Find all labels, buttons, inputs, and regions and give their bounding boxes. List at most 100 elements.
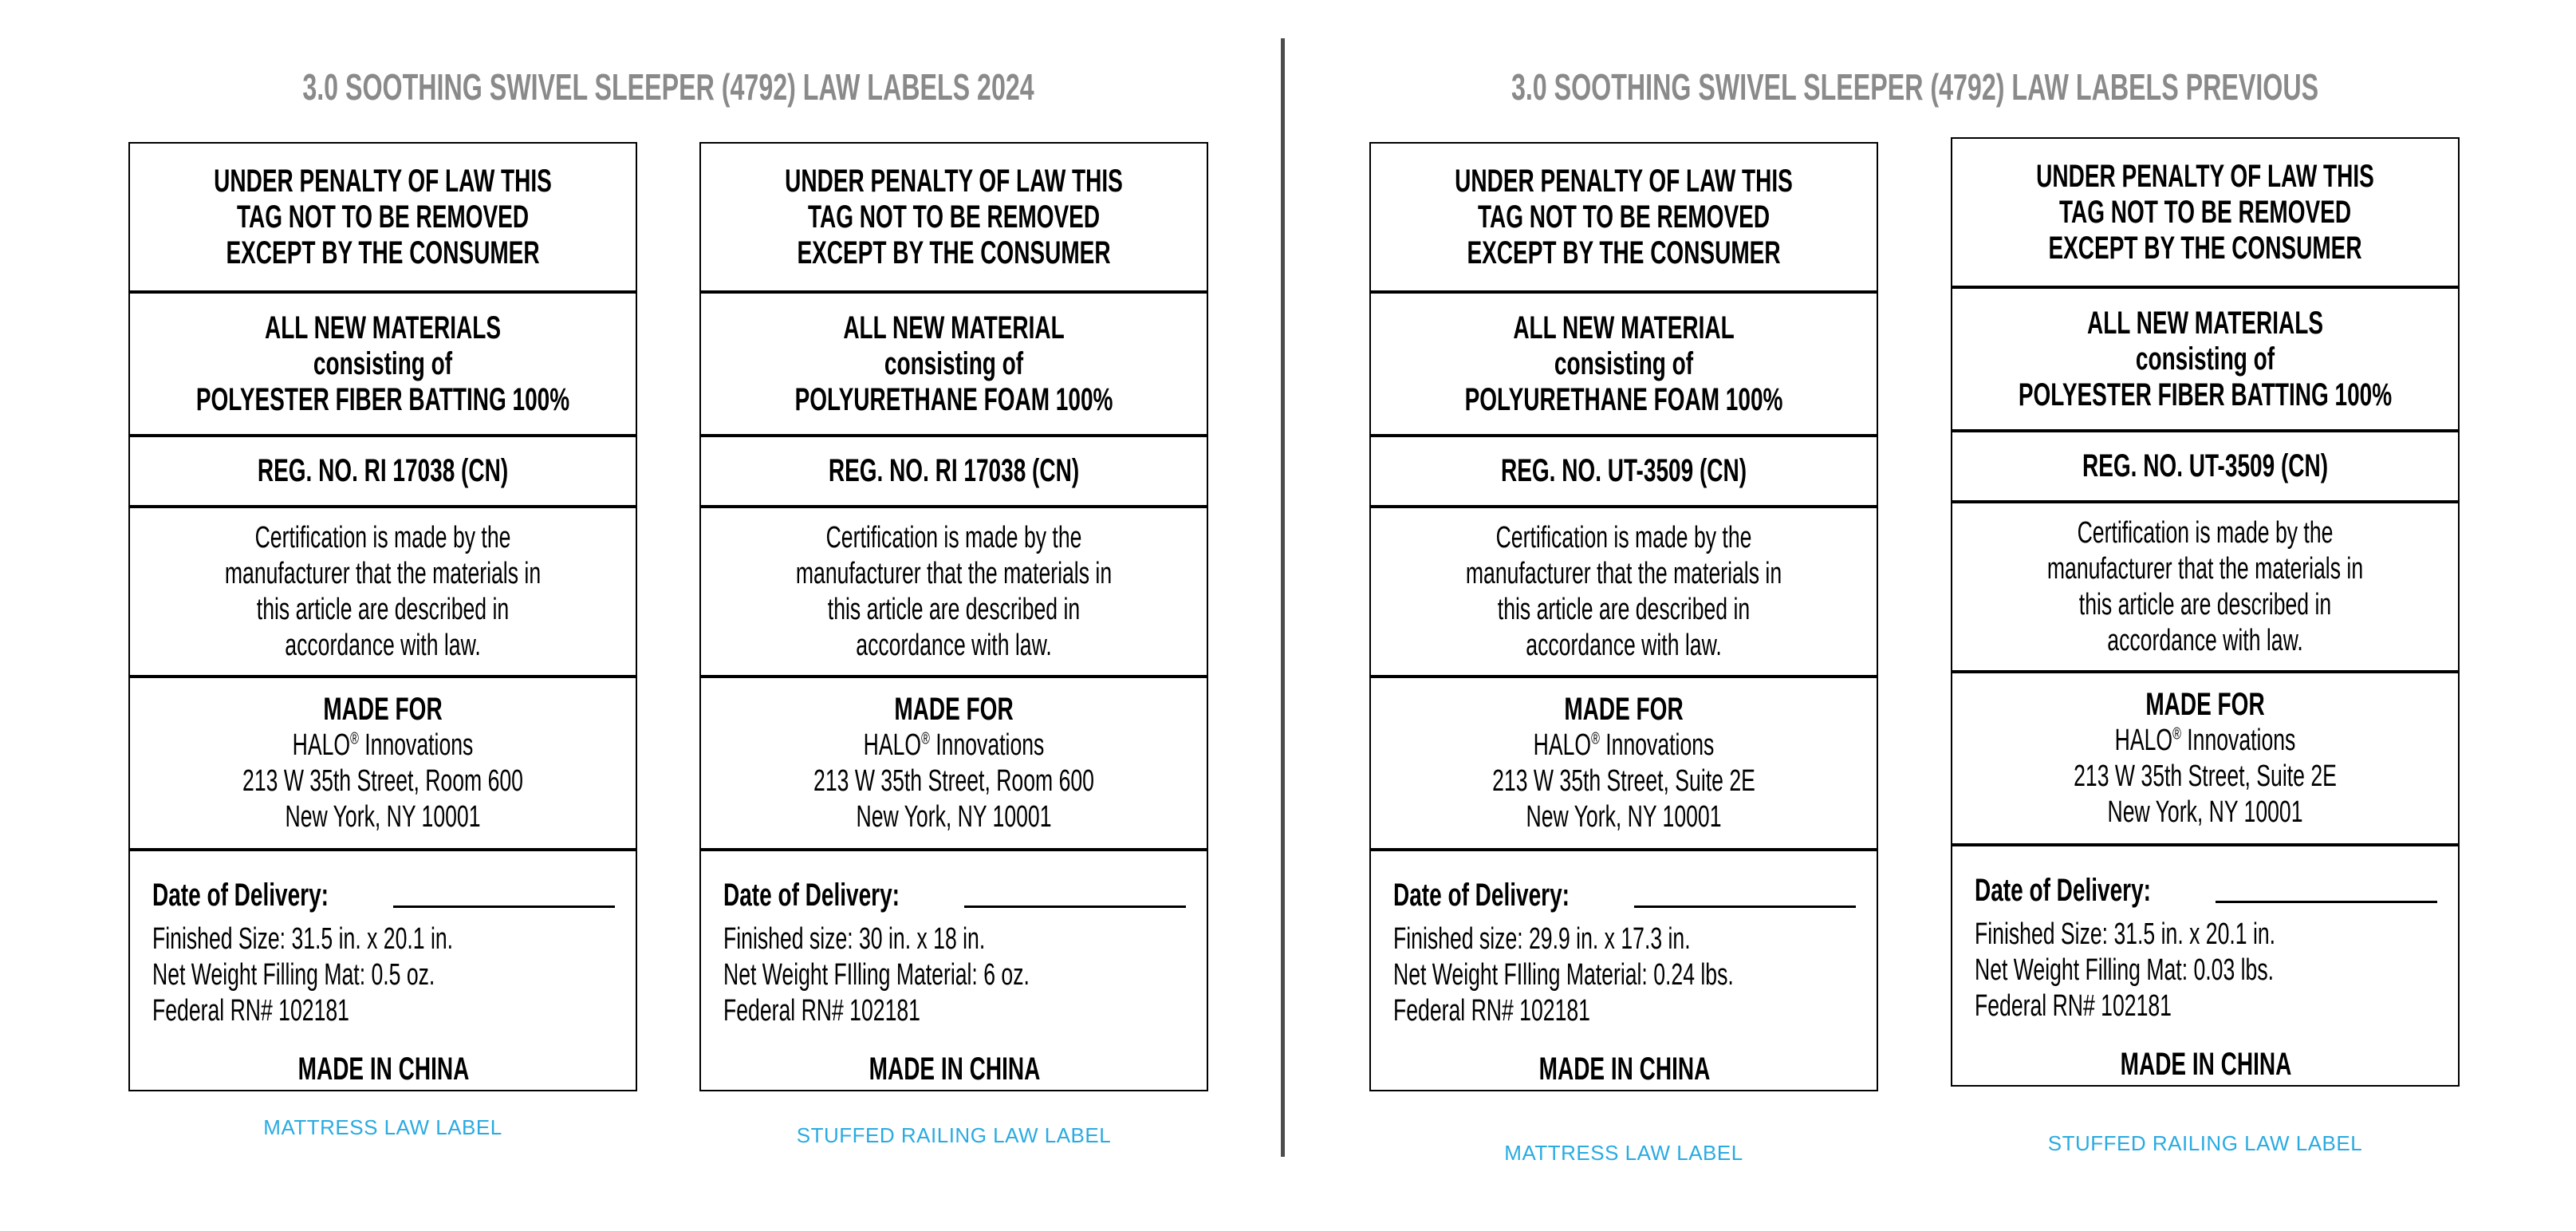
left-group-title-text: 3.0 SOOTHING SWIVEL SLEEPER (4792) LAW L… bbox=[302, 66, 1034, 108]
made-for-section: MADE FOR HALO® Innovations 213 W 35th St… bbox=[1371, 678, 1877, 851]
made-in-china: MADE IN CHINA bbox=[297, 1051, 470, 1087]
registered-trademark-icon: ® bbox=[2172, 724, 2181, 743]
certification-section: Certification is made by the manufacture… bbox=[1371, 508, 1877, 678]
reg-no-section: REG. NO. RI 17038 (CN) bbox=[130, 437, 636, 508]
certification-line: this article are described in bbox=[1497, 592, 1751, 626]
net-weight-line: Net Weight Filling Mat: 0.5 oz. bbox=[152, 958, 435, 992]
date-blank-line bbox=[1634, 905, 1856, 908]
reg-no: REG. NO. RI 17038 (CN) bbox=[828, 453, 1080, 488]
delivery-section: Date of Delivery: Finished size: 29.9 in… bbox=[1371, 851, 1877, 1090]
certification-line: manufacturer that the materials in bbox=[795, 556, 1113, 590]
origin-line: MADE IN CHINA bbox=[152, 1051, 615, 1087]
materials-section: ALL NEW MATERIALS consisting of POLYESTE… bbox=[130, 294, 636, 437]
materials-line: ALL NEW MATERIALS bbox=[264, 310, 502, 345]
registered-trademark-icon: ® bbox=[921, 728, 930, 748]
delivery-section: Date of Delivery: Finished Size: 31.5 in… bbox=[130, 851, 636, 1090]
certification-line: this article are described in bbox=[256, 592, 510, 626]
penalty-section: UNDER PENALTY OF LAW THIS TAG NOT TO BE … bbox=[1371, 144, 1877, 294]
certification-section: Certification is made by the manufacture… bbox=[1952, 503, 2458, 673]
origin-line: MADE IN CHINA bbox=[1393, 1051, 1856, 1087]
net-weight-line: Net Weight FIlling Material: 0.24 lbs. bbox=[1393, 958, 1734, 992]
date-of-delivery-row: Date of Delivery: bbox=[723, 875, 1186, 915]
certification-section: Certification is made by the manufacture… bbox=[130, 508, 636, 678]
label-2024-mattress: UNDER PENALTY OF LAW THIS TAG NOT TO BE … bbox=[128, 142, 637, 1091]
penalty-section: UNDER PENALTY OF LAW THIS TAG NOT TO BE … bbox=[1952, 139, 2458, 289]
brand-rest: Innovations bbox=[1599, 728, 1715, 762]
made-for-heading: MADE FOR bbox=[2145, 686, 2265, 722]
date-of-delivery-row: Date of Delivery: bbox=[1393, 875, 1856, 915]
materials-section: ALL NEW MATERIAL consisting of POLYURETH… bbox=[701, 294, 1207, 437]
made-for-heading: MADE FOR bbox=[1564, 691, 1684, 727]
made-for-section: MADE FOR HALO® Innovations 213 W 35th St… bbox=[1952, 673, 2458, 846]
penalty-line: EXCEPT BY THE CONSUMER bbox=[1467, 235, 1781, 270]
finished-size-line: Finished Size: 31.5 in. x 20.1 in. bbox=[1975, 917, 2276, 951]
brand-name: HALO bbox=[292, 728, 351, 762]
made-for-section: MADE FOR HALO® Innovations 213 W 35th St… bbox=[130, 678, 636, 851]
registered-trademark-icon: ® bbox=[1591, 728, 1600, 748]
brand-line: HALO® Innovations bbox=[293, 728, 474, 763]
federal-rn-line: Federal RN# 102181 bbox=[152, 994, 349, 1028]
caption-previous-stuffed-railing: STUFFED RAILING LAW LABEL bbox=[2047, 1131, 2363, 1155]
address-line-2: New York, NY 10001 bbox=[1526, 799, 1722, 834]
certification-line: this article are described in bbox=[827, 592, 1081, 626]
made-in-china: MADE IN CHINA bbox=[2120, 1047, 2292, 1082]
federal-rn-line: Federal RN# 102181 bbox=[723, 994, 920, 1028]
certification-line: accordance with law. bbox=[1526, 628, 1722, 662]
caption-2024-stuffed-railing: STUFFED RAILING LAW LABEL bbox=[796, 1123, 1112, 1147]
vertical-divider bbox=[1281, 38, 1285, 1157]
brand-line: HALO® Innovations bbox=[864, 728, 1045, 763]
brand-rest: Innovations bbox=[358, 728, 474, 762]
address-line-1: 213 W 35th Street, Room 600 bbox=[813, 763, 1094, 798]
materials-line: POLYESTER FIBER BATTING 100% bbox=[2018, 377, 2393, 412]
materials-section: ALL NEW MATERIALS consisting of POLYESTE… bbox=[1952, 289, 2458, 432]
penalty-line: EXCEPT BY THE CONSUMER bbox=[797, 235, 1111, 270]
materials-line: POLYURETHANE FOAM 100% bbox=[794, 381, 1113, 417]
finished-size-line: Finished size: 30 in. x 18 in. bbox=[723, 922, 986, 956]
federal-rn-line: Federal RN# 102181 bbox=[1393, 994, 1590, 1028]
materials-line: consisting of bbox=[313, 345, 453, 381]
materials-line: consisting of bbox=[1554, 345, 1694, 381]
certification-line: manufacturer that the materials in bbox=[2046, 551, 2364, 586]
date-blank-line bbox=[964, 905, 1186, 908]
right-group-title-text: 3.0 SOOTHING SWIVEL SLEEPER (4792) LAW L… bbox=[1511, 66, 2318, 108]
federal-rn-line: Federal RN# 102181 bbox=[1975, 989, 2172, 1023]
caption-previous-mattress: MATTRESS LAW LABEL bbox=[1504, 1141, 1743, 1165]
made-for-section: MADE FOR HALO® Innovations 213 W 35th St… bbox=[701, 678, 1207, 851]
certification-line: Certification is made by the bbox=[2077, 515, 2334, 550]
materials-line: POLYESTER FIBER BATTING 100% bbox=[195, 381, 570, 417]
delivery-section: Date of Delivery: Finished size: 30 in. … bbox=[701, 851, 1207, 1090]
finished-size-line: Finished Size: 31.5 in. x 20.1 in. bbox=[152, 922, 454, 956]
certification-line: accordance with law. bbox=[856, 628, 1052, 662]
certification-line: manufacturer that the materials in bbox=[224, 556, 542, 590]
penalty-line: TAG NOT TO BE REMOVED bbox=[2058, 194, 2352, 230]
materials-line: ALL NEW MATERIALS bbox=[2086, 305, 2324, 341]
label-2024-stuffed-railing: UNDER PENALTY OF LAW THIS TAG NOT TO BE … bbox=[699, 142, 1208, 1091]
origin-line: MADE IN CHINA bbox=[1975, 1047, 2437, 1083]
made-in-china: MADE IN CHINA bbox=[869, 1051, 1041, 1087]
certification-line: Certification is made by the bbox=[825, 520, 1082, 554]
materials-line: ALL NEW MATERIAL bbox=[1513, 310, 1735, 345]
brand-rest: Innovations bbox=[929, 728, 1045, 762]
label-previous-stuffed-railing: UNDER PENALTY OF LAW THIS TAG NOT TO BE … bbox=[1951, 137, 2460, 1087]
certification-line: Certification is made by the bbox=[254, 520, 511, 554]
brand-name: HALO bbox=[2114, 723, 2173, 757]
made-in-china: MADE IN CHINA bbox=[1538, 1051, 1711, 1087]
reg-no-section: REG. NO. UT-3509 (CN) bbox=[1952, 432, 2458, 503]
finished-size-line: Finished size: 29.9 in. x 17.3 in. bbox=[1393, 922, 1691, 956]
registered-trademark-icon: ® bbox=[350, 728, 359, 748]
date-of-delivery-row: Date of Delivery: bbox=[152, 875, 615, 915]
left-group-title: 3.0 SOOTHING SWIVEL SLEEPER (4792) LAW L… bbox=[128, 67, 1208, 107]
date-of-delivery-label: Date of Delivery: bbox=[1975, 873, 2151, 908]
penalty-section: UNDER PENALTY OF LAW THIS TAG NOT TO BE … bbox=[130, 144, 636, 294]
date-of-delivery-label: Date of Delivery: bbox=[152, 878, 329, 913]
reg-no-section: REG. NO. RI 17038 (CN) bbox=[701, 437, 1207, 508]
reg-no: REG. NO. RI 17038 (CN) bbox=[257, 453, 509, 488]
penalty-line: EXCEPT BY THE CONSUMER bbox=[2048, 230, 2362, 266]
address-line-1: 213 W 35th Street, Suite 2E bbox=[1492, 763, 1755, 798]
address-line-1: 213 W 35th Street, Suite 2E bbox=[2074, 759, 2337, 793]
brand-line: HALO® Innovations bbox=[2115, 723, 2296, 759]
address-line-2: New York, NY 10001 bbox=[2107, 795, 2303, 829]
materials-line: consisting of bbox=[884, 345, 1024, 381]
materials-line: consisting of bbox=[2135, 341, 2275, 377]
date-blank-line bbox=[393, 905, 615, 908]
